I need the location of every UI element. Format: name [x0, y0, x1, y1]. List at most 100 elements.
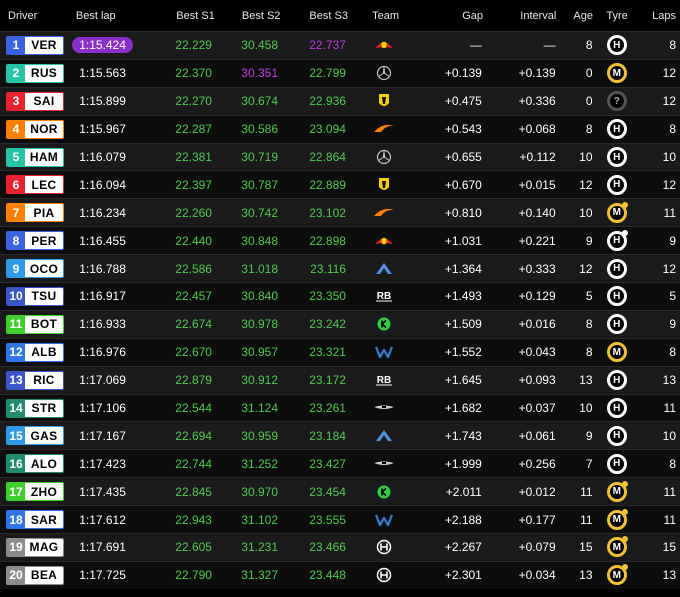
header-gap[interactable]: Gap	[462, 9, 484, 22]
header-driver[interactable]: Driver	[8, 9, 38, 22]
driver-badge[interactable]: 12 ALB	[6, 342, 64, 362]
table-row[interactable]: 16 ALO 1:17.423 22.744 31.252 23.427 +1.…	[0, 449, 680, 478]
table-row[interactable]: 2 RUS 1:15.563 22.370 30.351 22.799 +0.1…	[0, 58, 680, 87]
best-s2: 31.124	[241, 401, 278, 416]
laps-value: 11	[663, 401, 677, 416]
tyre-compound-icon: H	[606, 258, 627, 279]
tyre-compound-letter: M	[612, 207, 621, 219]
best-s1: 22.270	[175, 94, 212, 109]
table-row[interactable]: 5 HAM 1:16.079 22.381 30.719 22.864 +0.6…	[0, 142, 680, 171]
driver-badge[interactable]: 16 ALO	[6, 454, 64, 474]
aston-martin-logo-icon	[346, 456, 422, 472]
position-number: 6	[7, 176, 25, 194]
driver-cell: 11 BOT	[0, 314, 66, 334]
best-lap-time: 1:17.725	[79, 568, 126, 583]
driver-badge[interactable]: 5 HAM	[6, 147, 64, 167]
interval-value: +0.221	[518, 233, 556, 248]
table-row[interactable]: 11 BOT 1:16.933 22.674 30.978 23.242 +1.…	[0, 309, 680, 338]
driver-badge[interactable]: 6 LEC	[6, 175, 64, 195]
header-interval[interactable]: Interval	[520, 9, 557, 22]
gap-value: +2.301	[444, 568, 482, 583]
table-row[interactable]: 1 VER 1:15.424 22.229 30.458 22.737 — — …	[0, 31, 680, 59]
new-tyre-dot-icon	[621, 201, 628, 208]
table-row[interactable]: 20 BEA 1:17.725 22.790 31.327 23.448 +2.…	[0, 560, 680, 589]
header-best-lap[interactable]: Best lap	[75, 9, 116, 22]
driver-badge[interactable]: 8 PER	[6, 231, 64, 251]
driver-cell: 9 OCO	[0, 259, 66, 279]
table-row[interactable]: 12 ALB 1:16.976 22.670 30.957 23.321 +1.…	[0, 337, 680, 366]
tyre-age: 9	[585, 428, 593, 443]
table-row[interactable]: 17 ZHO 1:17.435 22.845 30.970 23.454 +2.…	[0, 477, 680, 506]
driver-badge[interactable]: 17 ZHO	[6, 482, 64, 502]
tyre-cell: H	[593, 119, 642, 140]
driver-badge[interactable]: 18 SAR	[6, 510, 64, 530]
best-s2: 31.018	[241, 261, 278, 276]
driver-badge[interactable]: 14 STR	[6, 398, 64, 418]
best-s2: 30.458	[241, 38, 278, 53]
table-row[interactable]: 14 STR 1:17.106 22.544 31.124 23.261 +1.…	[0, 393, 680, 422]
driver-badge[interactable]: 3 SAI	[6, 91, 64, 111]
tyre-age: 8	[585, 38, 593, 53]
driver-badge[interactable]: 4 NOR	[6, 119, 64, 139]
best-s3: 23.448	[309, 568, 346, 583]
tyre-compound-icon: M	[606, 564, 628, 586]
best-lap-cell: 1:15.967	[66, 122, 144, 136]
position-number: 9	[7, 260, 25, 278]
driver-badge[interactable]: 19 MAG	[6, 537, 64, 557]
driver-badge[interactable]: 1 VER	[6, 35, 64, 55]
tyre-age: 10	[579, 401, 593, 416]
header-tyre[interactable]: Tyre	[606, 9, 628, 22]
best-s2: 30.959	[241, 428, 278, 443]
table-row[interactable]: 7 PIA 1:16.234 22.260 30.742 23.102 +0.8…	[0, 198, 680, 227]
driver-cell: 10 TSU	[0, 286, 66, 306]
best-lap-time: 1:15.424	[72, 37, 133, 54]
header-best-s2[interactable]: Best S2	[241, 9, 281, 22]
tyre-compound-letter: H	[613, 430, 621, 442]
driver-badge[interactable]: 13 RIC	[6, 370, 64, 390]
driver-badge[interactable]: 20 BEA	[6, 565, 64, 585]
best-lap-cell: 1:17.725	[66, 568, 144, 582]
table-row[interactable]: 3 SAI 1:15.899 22.270 30.674 22.936 +0.4…	[0, 86, 680, 115]
gap-value: +0.543	[444, 122, 482, 137]
tyre-compound-letter: H	[613, 123, 621, 135]
table-row[interactable]: 18 SAR 1:17.612 22.943 31.102 23.555 +2.…	[0, 505, 680, 534]
driver-badge[interactable]: 9 OCO	[6, 259, 64, 279]
table-row[interactable]: 6 LEC 1:16.094 22.397 30.787 22.889 +0.6…	[0, 170, 680, 199]
best-s2: 30.970	[241, 484, 278, 499]
tyre-cell: H	[593, 147, 642, 167]
table-row[interactable]: 15 GAS 1:17.167 22.694 30.959 23.184 +1.…	[0, 421, 680, 450]
driver-badge[interactable]: 10 TSU	[6, 286, 64, 306]
laps-value: 10	[662, 150, 677, 164]
header-laps[interactable]: Laps	[652, 9, 676, 22]
interval-value: +0.068	[518, 122, 556, 137]
table-row[interactable]: 13 RIC 1:17.069 22.879 30.912 23.172 RB …	[0, 365, 680, 394]
header-best-s3[interactable]: Best S3	[309, 9, 348, 22]
best-s1: 22.397	[175, 177, 212, 192]
header-best-s1[interactable]: Best S1	[176, 9, 215, 22]
tyre-compound-icon: H	[606, 229, 628, 251]
driver-badge[interactable]: 2 RUS	[6, 63, 64, 83]
driver-badge[interactable]: 15 GAS	[6, 426, 64, 446]
driver-cell: 20 BEA	[0, 565, 66, 585]
best-s1: 22.694	[175, 428, 212, 443]
table-row[interactable]: 4 NOR 1:15.967 22.287 30.586 23.094 +0.5…	[0, 114, 680, 143]
table-row[interactable]: 8 PER 1:16.455 22.440 30.848 22.898 +1.0…	[0, 226, 680, 255]
alpine-logo-icon	[346, 261, 422, 277]
best-lap-time: 1:15.967	[79, 122, 126, 137]
table-row[interactable]: 9 OCO 1:16.788 22.586 31.018 23.116 +1.3…	[0, 254, 680, 283]
driver-badge[interactable]: 11 BOT	[6, 314, 64, 334]
table-row[interactable]: 10 TSU 1:16.917 22.457 30.840 23.350 RB …	[0, 282, 680, 310]
best-lap-time: 1:17.167	[79, 428, 126, 443]
position-number: 1	[7, 36, 25, 54]
tyre-compound-letter: H	[613, 290, 621, 302]
header-team[interactable]: Team	[372, 9, 400, 22]
best-s1: 22.544	[175, 401, 212, 416]
tyre-compound-icon: ?	[606, 91, 627, 112]
table-row[interactable]: 19 MAG 1:17.691 22.605 31.231 23.466 +2.…	[0, 533, 680, 561]
tyre-compound-icon: M	[606, 342, 627, 363]
tyre-cell: H	[593, 258, 642, 279]
driver-cell: 16 ALO	[0, 454, 66, 474]
laps-value: 9	[669, 233, 677, 248]
header-age[interactable]: Age	[573, 9, 593, 22]
driver-badge[interactable]: 7 PIA	[6, 203, 64, 223]
